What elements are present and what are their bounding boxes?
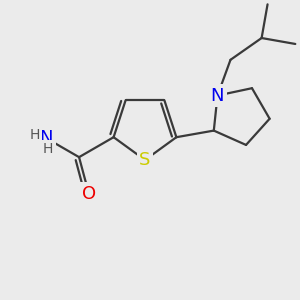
Text: H: H bbox=[43, 142, 53, 156]
Text: H: H bbox=[30, 128, 40, 142]
Text: O: O bbox=[82, 185, 96, 203]
Text: S: S bbox=[139, 151, 151, 169]
Text: N: N bbox=[39, 129, 53, 147]
Text: N: N bbox=[211, 86, 224, 104]
